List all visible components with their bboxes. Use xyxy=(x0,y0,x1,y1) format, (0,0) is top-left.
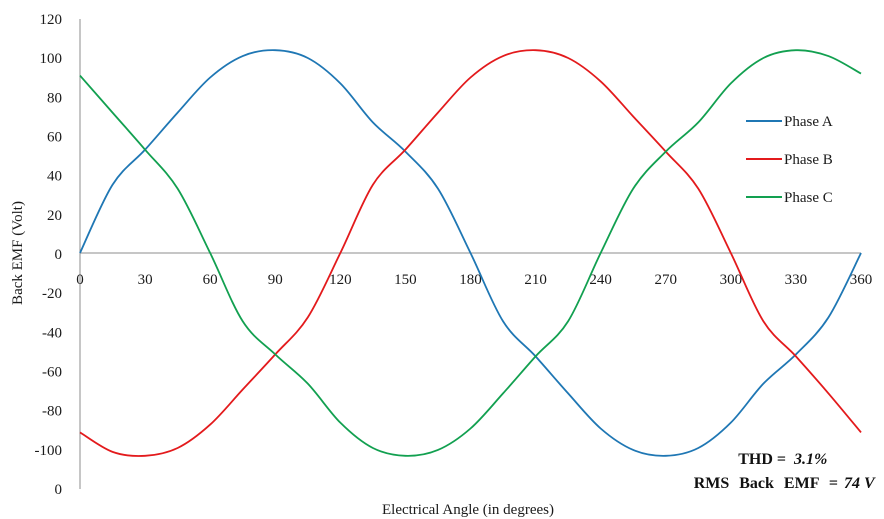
y-tick-label: 40 xyxy=(47,169,62,185)
y-tick-label: 20 xyxy=(47,208,62,224)
x-axis-title: Electrical Angle (in degrees) xyxy=(382,502,554,518)
y-tick-label: 80 xyxy=(47,90,62,106)
x-axis-tick-labels: 0 30 60 90 120 150 180 210 240 270 300 330 360 xyxy=(76,272,872,288)
series-line-phase-b xyxy=(79,49,862,457)
x-tick-label: 90 xyxy=(268,272,283,288)
y-tick-label: 100 xyxy=(40,51,63,67)
x-tick-label: 300 xyxy=(720,272,743,288)
series-line-phase-a xyxy=(79,49,862,457)
rms-annotation: RMS Back EMF = 74 V xyxy=(694,475,876,492)
y-tick-label: -100 xyxy=(35,443,63,459)
x-tick-label: 60 xyxy=(203,272,218,288)
x-tick-label: 30 xyxy=(138,272,153,288)
y-axis-title: Back EMF (Volt) xyxy=(10,201,26,305)
x-tick-label: 0 xyxy=(76,272,84,288)
y-tick-label: 60 xyxy=(47,130,62,146)
x-tick-label: 360 xyxy=(850,272,873,288)
y-tick-label: -80 xyxy=(42,404,62,420)
x-tick-label: 150 xyxy=(394,272,417,288)
legend-label-phase-a: Phase A xyxy=(784,114,833,130)
x-tick-label: 240 xyxy=(589,272,612,288)
thd-value: 3.1% xyxy=(793,451,827,468)
x-tick-label: 210 xyxy=(524,272,547,288)
y-tick-label: 0 xyxy=(55,482,63,498)
series-lines xyxy=(79,49,862,457)
legend: Phase A Phase B Phase C xyxy=(746,114,833,206)
y-tick-label: -40 xyxy=(42,325,62,341)
legend-label-phase-b: Phase B xyxy=(784,152,833,168)
x-tick-label: 120 xyxy=(329,272,352,288)
y-tick-label: 0 xyxy=(55,247,63,263)
y-tick-label: -20 xyxy=(42,286,62,302)
series-line-phase-c xyxy=(79,49,862,457)
rms-value: 74 V xyxy=(844,475,876,492)
rms-label: RMS Back EMF = xyxy=(694,475,838,492)
x-tick-label: 270 xyxy=(655,272,678,288)
thd-annotation: THD = 3.1% xyxy=(738,451,827,468)
legend-label-phase-c: Phase C xyxy=(784,190,833,206)
thd-label: THD = xyxy=(738,451,786,468)
y-tick-label: -60 xyxy=(42,365,62,381)
y-axis-tick-labels: 120 100 80 60 40 20 0 -20 -40 -60 -80 -100 0 xyxy=(35,12,63,498)
y-tick-label: 120 xyxy=(40,12,63,28)
x-tick-label: 330 xyxy=(785,272,808,288)
x-tick-label: 180 xyxy=(459,272,482,288)
